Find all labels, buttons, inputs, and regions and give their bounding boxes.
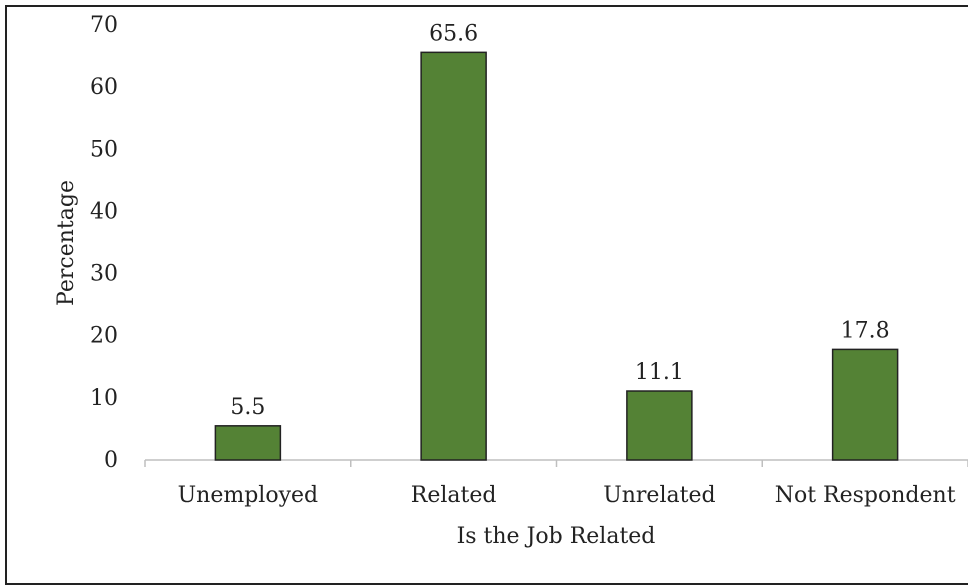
bar: [420, 51, 487, 461]
bar: [214, 425, 282, 461]
y-tick-label: 30: [90, 262, 118, 287]
data-label: 5.5: [230, 395, 265, 420]
y-tick-label: 0: [104, 448, 118, 473]
data-label: 65.6: [429, 21, 478, 46]
x-category-label: Related: [411, 483, 497, 508]
data-label: 11.1: [635, 360, 684, 385]
data-label: 17.8: [841, 318, 890, 343]
x-axis-tick-marks: [144, 460, 968, 467]
y-tick-label: 20: [90, 324, 118, 349]
x-axis-category-labels: Unemployed Related Unrelated Not Respondent: [178, 483, 956, 508]
x-axis-title: Is the Job Related: [457, 524, 656, 549]
y-axis-ticks: 0 10 20 30 40 50 60 70: [90, 13, 118, 473]
bars: [214, 51, 899, 461]
y-tick-label: 50: [90, 137, 118, 162]
y-tick-label: 40: [90, 199, 118, 224]
y-axis-title: Percentage: [54, 180, 79, 306]
y-tick-label: 70: [90, 13, 118, 38]
x-category-label: Unrelated: [603, 483, 715, 508]
y-tick-label: 60: [90, 75, 118, 100]
bar: [626, 390, 693, 461]
x-category-label: Not Respondent: [775, 483, 956, 508]
bar: [831, 348, 899, 461]
y-tick-label: 10: [90, 386, 118, 411]
data-labels: 5.5 65.6 11.1 17.8: [230, 21, 889, 419]
x-category-label: Unemployed: [178, 483, 319, 508]
